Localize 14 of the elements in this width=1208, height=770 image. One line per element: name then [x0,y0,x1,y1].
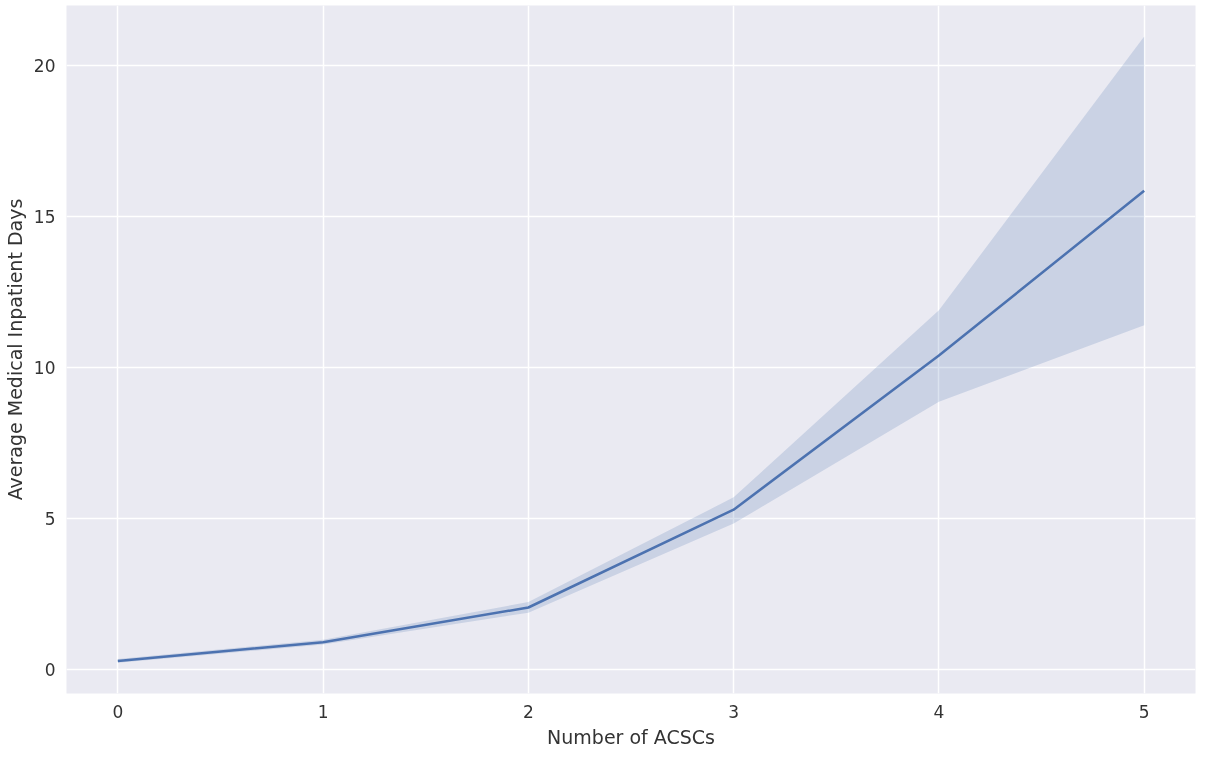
x-tick-label: 4 [933,701,945,722]
y-tick-label: 15 [33,207,56,228]
x-tick-label: 0 [112,701,124,722]
x-axis-title: Number of ACSCs [547,725,715,748]
x-tick-label: 1 [317,701,329,722]
y-axis-title: Average Medical Inpatient Days [3,198,26,501]
y-tick-label: 20 [33,56,56,77]
y-tick-label: 10 [33,358,56,379]
y-tick-label: 0 [44,659,56,680]
line-series [116,189,1146,663]
y-tick-label: 5 [44,508,56,529]
x-tick-label: 3 [728,701,740,722]
x-tick-label: 2 [522,701,534,722]
x-tick-label: 5 [1138,701,1150,722]
